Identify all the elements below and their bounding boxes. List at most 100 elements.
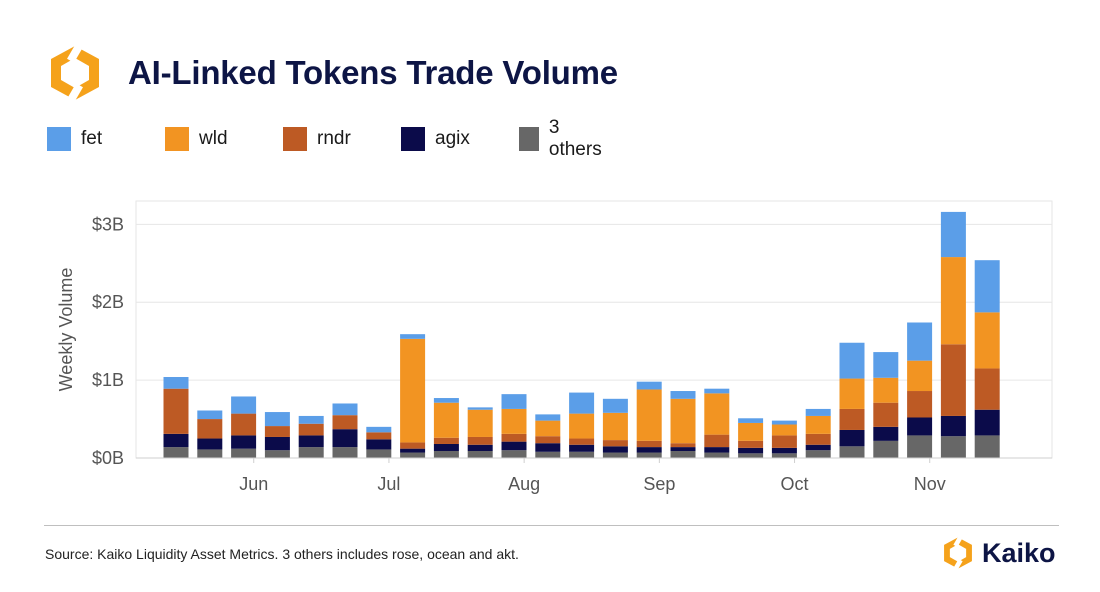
- legend-item-wld: wld: [165, 126, 228, 152]
- legend-swatch-wld: [165, 127, 189, 151]
- bar-segment-fet: [433, 398, 459, 403]
- bar-segment-fet: [231, 396, 257, 414]
- bar-segment-3-others: [467, 450, 493, 458]
- legend-label-rndr: rndr: [317, 128, 351, 149]
- page-title: AI-Linked Tokens Trade Volume: [128, 54, 618, 91]
- bar-segment-fet: [636, 381, 662, 390]
- brand-name: Kaiko: [982, 537, 1056, 568]
- bar-segment-rndr: [602, 440, 628, 447]
- bar-segment-fet: [940, 211, 966, 258]
- bar-segment-wld: [535, 420, 561, 437]
- bar-segment-wld: [873, 377, 899, 403]
- bar-segment-wld: [467, 409, 493, 437]
- bar-segment-fet: [839, 342, 865, 379]
- legend-item-rndr: rndr: [283, 126, 351, 152]
- bar-segment-rndr: [738, 440, 764, 448]
- bar-segment-fet: [467, 407, 493, 410]
- bar-segment-agix: [771, 447, 797, 454]
- bar-segment-fet: [738, 418, 764, 423]
- y-axis-title: Weekly Volume: [56, 268, 76, 392]
- stacked-bar-chart: $0B $1B $2B $3B Jun Jul Aug Sep Oct Nov Weekly Vol…: [56, 200, 1053, 494]
- bar-segment-fet: [974, 260, 1000, 313]
- bar-segment-wld: [501, 408, 527, 434]
- x-tick-label: Jun: [239, 474, 268, 494]
- bar-segment-agix: [839, 429, 865, 447]
- legend-item-agix: agix: [401, 126, 470, 152]
- x-tick-label: Aug: [508, 474, 540, 494]
- bar-segment-agix: [805, 444, 831, 451]
- bar-segment-rndr: [332, 415, 358, 430]
- bar-segment-fet: [501, 394, 527, 409]
- bar-segment-fet: [805, 408, 831, 416]
- bar-segment-agix: [873, 426, 899, 441]
- bar-segment-agix: [907, 417, 933, 436]
- bar-segment-agix: [433, 443, 459, 451]
- bar-segment-fet: [366, 426, 392, 433]
- bar-segment-agix: [535, 443, 561, 452]
- bar-segment-3-others: [501, 450, 527, 458]
- y-tick-label: $0B: [92, 448, 124, 468]
- legend-swatch-rndr: [283, 127, 307, 151]
- bar-segment-3-others: [873, 440, 899, 458]
- bar-segment-rndr: [231, 413, 257, 436]
- bar-segment-fet: [535, 414, 561, 421]
- bar-segment-wld: [907, 360, 933, 392]
- bar-segment-3-others: [602, 452, 628, 458]
- bar-segment-rndr: [264, 426, 290, 437]
- legend-swatch-fet: [47, 127, 71, 151]
- bar-segment-fet: [704, 388, 730, 394]
- bar-segment-rndr: [467, 436, 493, 445]
- bar-segment-agix: [332, 429, 358, 448]
- legend-label-3-others: 3 others: [548, 117, 602, 160]
- bar-segment-rndr: [940, 344, 966, 416]
- legend-swatch-agix: [401, 127, 425, 151]
- bar-segment-rndr: [163, 388, 189, 434]
- bar-segment-3-others: [704, 452, 730, 458]
- bar-segment-3-others: [264, 450, 290, 458]
- source-note: Source: Kaiko Liquidity Asset Metrics. 3…: [45, 546, 519, 562]
- bar-segment-agix: [974, 409, 1000, 436]
- bar-segment-3-others: [298, 447, 324, 458]
- y-tick-label: $1B: [92, 370, 124, 390]
- bar-segment-agix: [197, 438, 223, 450]
- footer-divider: [44, 525, 1059, 526]
- bar-segment-3-others: [197, 449, 223, 458]
- bar-segment-rndr: [974, 368, 1000, 410]
- bar-segment-wld: [704, 393, 730, 435]
- bar-segment-wld: [839, 378, 865, 409]
- bar-segment-rndr: [501, 433, 527, 442]
- legend-item-fet: fet: [47, 126, 102, 152]
- bar-segment-3-others: [771, 453, 797, 458]
- bar-segment-rndr: [197, 419, 223, 439]
- bar-segment-agix: [400, 448, 426, 453]
- bar-segment-rndr: [569, 438, 595, 445]
- bar-segment-3-others: [433, 450, 459, 458]
- kaiko-brand-icon: [944, 536, 972, 570]
- bar-segment-fet: [569, 392, 595, 414]
- bar-segment-wld: [670, 398, 696, 444]
- bar-segment-agix: [940, 415, 966, 437]
- bar-segment-wld: [569, 413, 595, 439]
- bar-segment-rndr: [907, 391, 933, 418]
- bar-segment-agix: [636, 447, 662, 453]
- legend-label-wld: wld: [199, 128, 228, 149]
- x-tick-label: Oct: [781, 474, 809, 494]
- y-tick-label: $2B: [92, 292, 124, 312]
- legend-label-fet: fet: [81, 128, 103, 149]
- legend-label-agix: agix: [435, 128, 470, 149]
- bar-segment-fet: [197, 410, 223, 420]
- bar-segment-rndr: [298, 423, 324, 436]
- bar-segment-3-others: [805, 450, 831, 458]
- bar-segment-agix: [366, 439, 392, 450]
- bar-segment-3-others: [738, 453, 764, 458]
- bar-segment-agix: [602, 446, 628, 453]
- bar-segment-agix: [738, 447, 764, 454]
- bar-segment-agix: [467, 444, 493, 451]
- bar-segment-3-others: [839, 446, 865, 458]
- bar-segment-agix: [501, 441, 527, 451]
- bar-segment-agix: [704, 447, 730, 453]
- x-tick-label: Sep: [643, 474, 675, 494]
- bar-segment-wld: [738, 422, 764, 441]
- bar-segment-fet: [298, 415, 324, 424]
- bar-segment-rndr: [704, 434, 730, 448]
